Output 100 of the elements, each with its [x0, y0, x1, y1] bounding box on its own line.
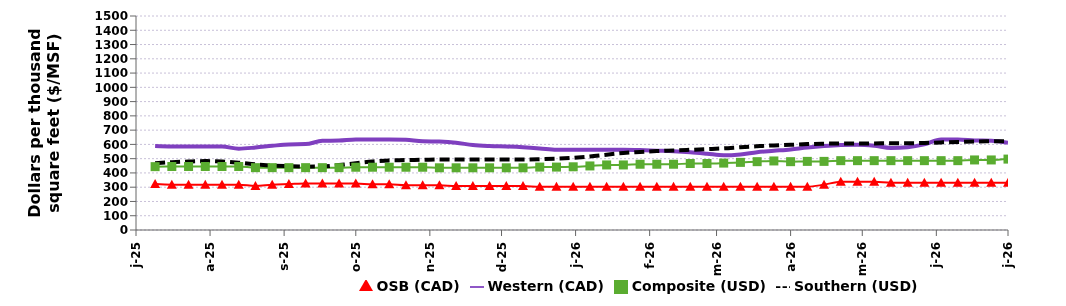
point — [368, 162, 378, 172]
point — [551, 162, 561, 172]
point — [334, 163, 344, 173]
y-tick-label: 1500 — [94, 9, 128, 24]
x-tick-label: a-26 — [783, 242, 798, 272]
point — [802, 156, 812, 166]
point — [953, 156, 963, 166]
point — [183, 179, 194, 189]
x-tick-label: n-25 — [422, 242, 437, 273]
point — [869, 176, 880, 186]
point — [669, 159, 679, 169]
point — [735, 157, 745, 167]
point — [719, 158, 729, 168]
y-tick-label: 700 — [102, 123, 128, 138]
point — [584, 181, 595, 191]
point — [267, 179, 278, 189]
y-tick-label: 1200 — [94, 52, 128, 67]
point — [685, 159, 695, 169]
point — [434, 180, 445, 190]
point — [835, 176, 846, 186]
point — [635, 159, 645, 169]
point — [701, 181, 712, 191]
point — [518, 181, 529, 191]
point — [418, 162, 428, 172]
point — [451, 163, 461, 173]
y-tick-label: 1000 — [94, 80, 128, 95]
point — [902, 177, 913, 187]
y-tick-label: 1300 — [94, 37, 128, 52]
point — [952, 177, 963, 187]
point — [936, 156, 946, 166]
point — [919, 156, 929, 166]
y-tick-label: 500 — [102, 151, 128, 166]
x-tick-label: j-26 — [929, 242, 944, 269]
x-tick-label: m-26 — [709, 242, 724, 277]
point — [919, 177, 930, 187]
point — [768, 181, 779, 191]
point — [886, 156, 896, 166]
point — [351, 162, 361, 172]
point — [869, 156, 879, 166]
point — [150, 179, 161, 189]
point — [166, 179, 177, 189]
point — [685, 181, 696, 191]
x-tick-label: f-26 — [642, 242, 657, 269]
point — [284, 163, 294, 173]
point — [417, 180, 428, 190]
point — [585, 161, 595, 171]
point — [484, 181, 495, 191]
x-tick-label: a-25 — [203, 242, 218, 272]
y-tick-label: 1100 — [94, 66, 128, 81]
point — [485, 163, 495, 173]
point — [184, 162, 194, 172]
point — [718, 181, 729, 191]
x-tick-label: o-25 — [348, 242, 363, 272]
y-tick-label: 600 — [102, 137, 128, 152]
point — [200, 179, 211, 189]
point — [752, 157, 762, 167]
point — [735, 181, 746, 191]
point — [986, 177, 997, 187]
point — [752, 181, 763, 191]
point — [217, 179, 228, 189]
point — [936, 177, 947, 187]
y-tick-label: 200 — [102, 194, 128, 209]
point — [852, 156, 862, 166]
point — [568, 181, 579, 191]
point — [885, 177, 896, 187]
point — [451, 181, 462, 191]
point — [384, 179, 395, 189]
point — [501, 181, 512, 191]
legend-label: OSB (CAD) — [376, 278, 460, 294]
point — [551, 181, 562, 191]
point — [668, 181, 679, 191]
point — [467, 181, 478, 191]
point — [702, 159, 712, 169]
point — [217, 162, 227, 172]
y-tick-label: 0 — [119, 223, 128, 238]
point — [535, 162, 545, 172]
y-tick-label: 400 — [102, 166, 128, 181]
point — [819, 156, 829, 166]
point — [401, 162, 411, 172]
point — [970, 155, 980, 165]
y-tick-label: 300 — [102, 180, 128, 195]
point — [651, 181, 662, 191]
point — [903, 156, 913, 166]
x-tick-label: d-25 — [494, 242, 509, 273]
legend-label: Western (CAD) — [487, 278, 604, 294]
y-tick-label: 800 — [102, 109, 128, 124]
x-tick-label: m-26 — [855, 242, 870, 277]
point — [468, 163, 478, 173]
y-axis-title: Dollars per thousand square feet ($/MSF) — [25, 28, 63, 218]
x-tick-label: j-26 — [1001, 242, 1015, 269]
point — [618, 160, 628, 170]
point — [234, 162, 244, 172]
point — [602, 160, 612, 170]
legend-label: Composite (USD) — [631, 278, 767, 294]
point — [652, 159, 662, 169]
point — [250, 163, 260, 173]
x-tick-label: j-25 — [129, 242, 143, 269]
point — [167, 162, 177, 172]
point — [635, 181, 646, 191]
point — [786, 157, 796, 167]
